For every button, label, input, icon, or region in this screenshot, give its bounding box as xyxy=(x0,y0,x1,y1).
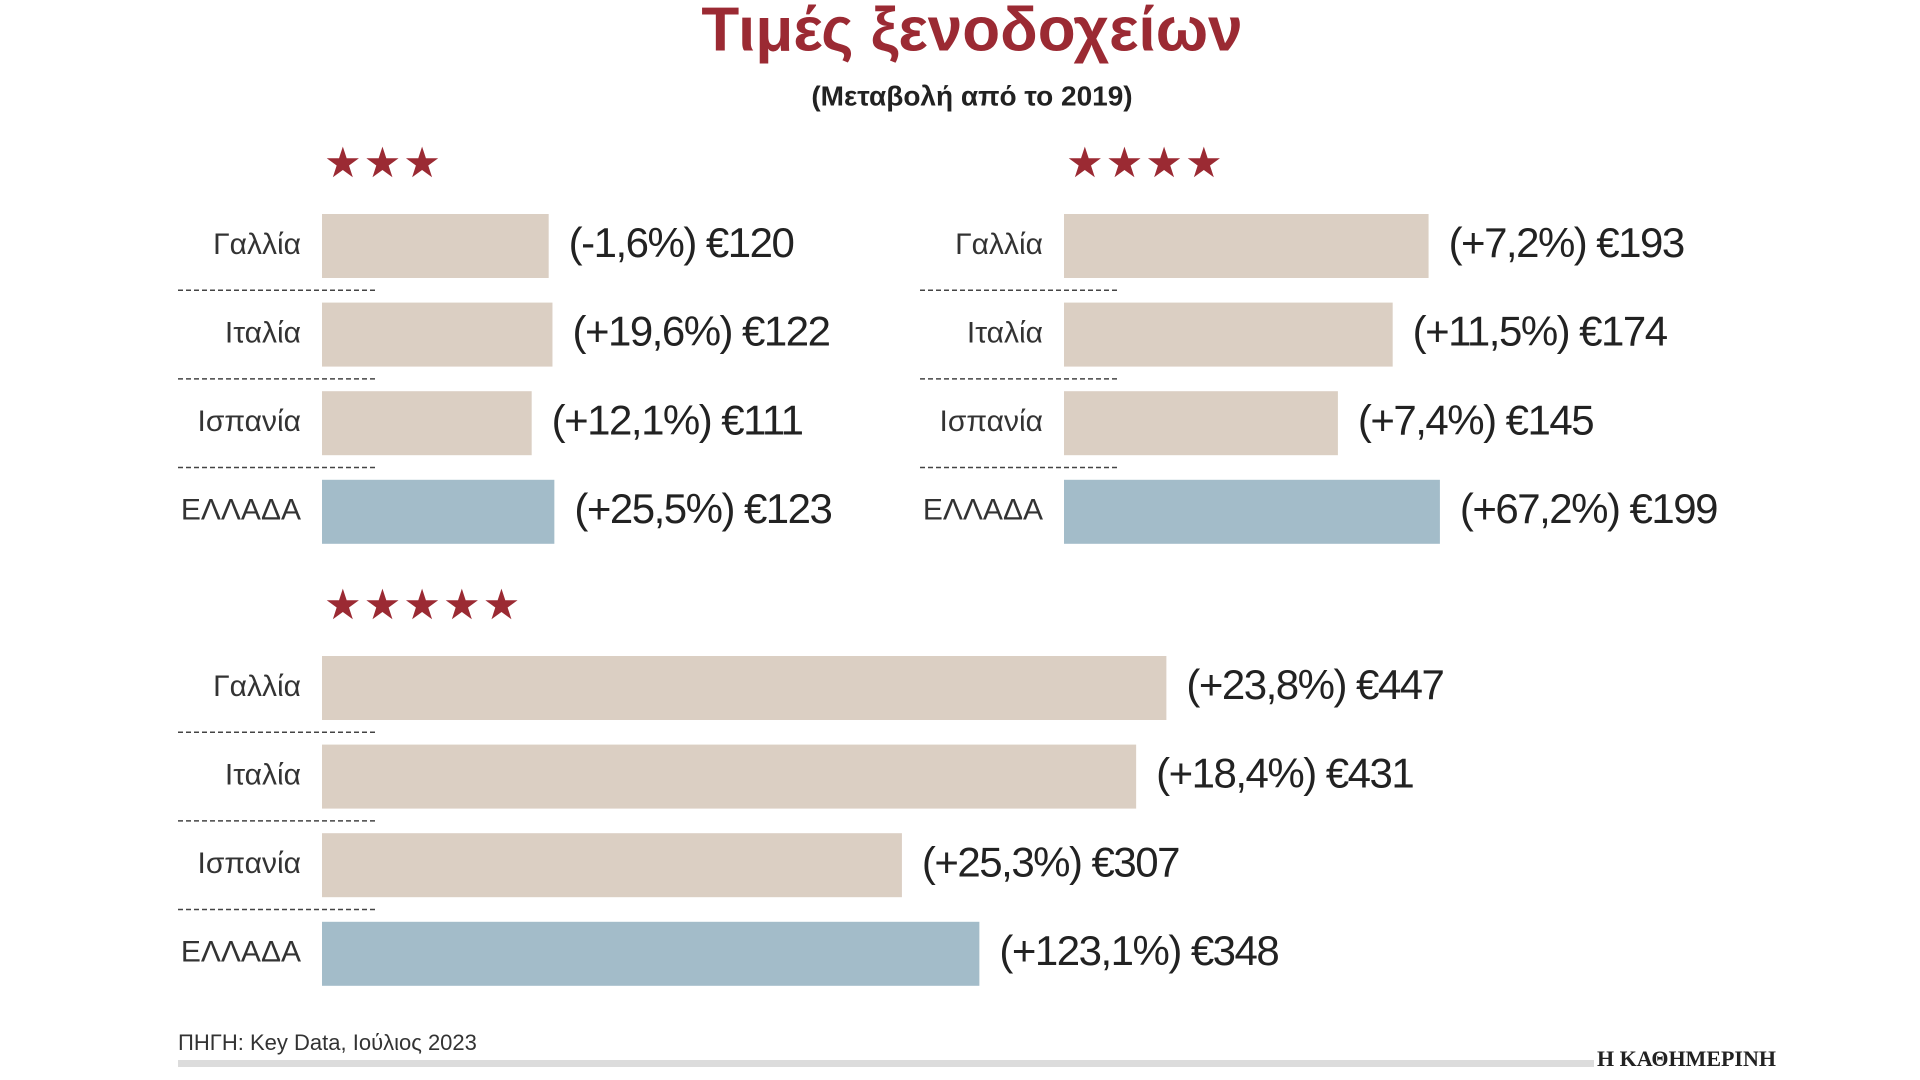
category-label: Ισπανία xyxy=(198,405,301,438)
bar xyxy=(322,479,555,544)
panel-title: ★★★★ xyxy=(1066,139,1225,186)
value-label: €122 xyxy=(742,308,830,355)
brand: Η ΚΑΘΗΜΕΡΙΝΗ xyxy=(1597,1046,1776,1071)
value-label: €120 xyxy=(706,219,794,266)
panel-title: ★★★ xyxy=(324,139,443,186)
bar xyxy=(322,302,553,367)
value-label: €431 xyxy=(1326,750,1414,797)
category-label: Ιταλία xyxy=(225,317,301,350)
change-label: (+7,2%) xyxy=(1449,219,1587,266)
change-label: (+11,5%) xyxy=(1413,308,1569,355)
category-label: Γαλλία xyxy=(955,228,1043,261)
value-label: €174 xyxy=(1579,308,1668,355)
value-label: €145 xyxy=(1506,396,1594,443)
change-label: (+19,6%) xyxy=(572,308,732,355)
bar xyxy=(1064,479,1440,544)
change-label: (+23,8%) xyxy=(1186,661,1346,708)
category-label: Ισπανία xyxy=(198,847,301,880)
value-label: €307 xyxy=(1092,838,1180,885)
change-label: (+67,2%) xyxy=(1460,485,1620,532)
category-label: ΕΛΛΑΔΑ xyxy=(923,494,1043,527)
panel-title: ★★★★★ xyxy=(324,581,522,628)
category-label: Γαλλία xyxy=(213,228,301,261)
change-label: (+25,5%) xyxy=(574,485,734,532)
bar xyxy=(1064,214,1429,278)
change-label: (+25,3%) xyxy=(922,838,1082,885)
bar xyxy=(1064,391,1338,456)
bar xyxy=(322,656,1167,720)
change-label: (+12,1%) xyxy=(552,396,712,443)
category-label: Ισπανία xyxy=(940,405,1043,438)
value-label: €447 xyxy=(1356,661,1444,708)
change-label: (+123,1%) xyxy=(999,927,1180,974)
change-label: (-1,6%) xyxy=(569,219,696,266)
change-label: (+7,4%) xyxy=(1358,396,1496,443)
value-label: €123 xyxy=(744,485,832,532)
chart-subtitle: (Μεταβολή από το 2019) xyxy=(811,80,1132,111)
bar xyxy=(1064,302,1393,367)
bar xyxy=(322,833,902,898)
chart-title: Τιμές ξενοδοχείων xyxy=(701,0,1242,64)
category-label: Ιταλία xyxy=(225,759,301,792)
bar xyxy=(322,391,532,456)
category-label: Ιταλία xyxy=(967,317,1043,350)
category-label: ΕΛΛΑΔΑ xyxy=(181,936,301,969)
value-label: €193 xyxy=(1596,219,1684,266)
value-label: €199 xyxy=(1630,485,1718,532)
value-label: €348 xyxy=(1191,927,1279,974)
change-label: (+18,4%) xyxy=(1156,750,1316,797)
value-label: €111 xyxy=(721,396,802,443)
category-label: Γαλλία xyxy=(213,670,301,703)
bar xyxy=(322,921,980,986)
category-label: ΕΛΛΑΔΑ xyxy=(181,494,301,527)
footer-rule xyxy=(178,1060,1594,1067)
bar xyxy=(322,214,549,278)
source: ΠΗΓΗ: Key Data, Ιούλιος 2023 xyxy=(178,1030,477,1055)
bar xyxy=(322,744,1137,809)
